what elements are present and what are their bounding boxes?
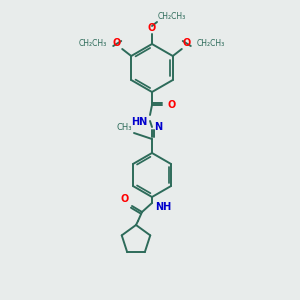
Text: HN: HN [131,117,147,127]
Text: O: O [121,194,129,204]
Text: CH₂CH₃: CH₂CH₃ [158,12,186,21]
Text: CH₂CH₃: CH₂CH₃ [79,38,107,47]
Text: CH₂CH₃: CH₂CH₃ [197,38,225,47]
Text: NH: NH [155,202,171,212]
Text: O: O [113,38,121,48]
Text: O: O [183,38,191,48]
Text: N: N [154,122,162,132]
Text: O: O [148,23,156,33]
Text: O: O [168,100,176,110]
Text: CH₃: CH₃ [116,123,132,132]
